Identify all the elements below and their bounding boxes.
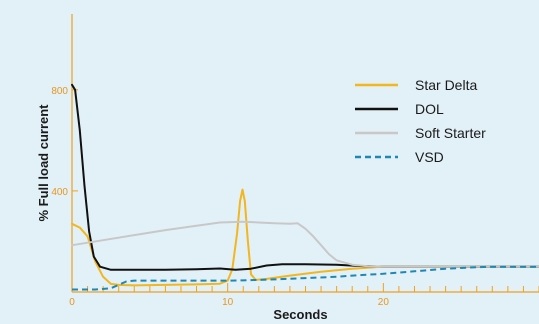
y-axis-title: % Full load current [36, 104, 51, 222]
legend-label: DOL [415, 101, 444, 117]
legend-label: Star Delta [415, 77, 477, 93]
x-axis-title: Seconds [273, 307, 327, 322]
x-tick-label: 0 [69, 297, 75, 308]
y-tick-label: 800 [51, 86, 68, 97]
series-line-star-delta [71, 188, 539, 287]
series-line-dol [71, 83, 539, 271]
legend-label: Soft Starter [415, 125, 486, 141]
x-tick-label: 10 [222, 297, 234, 308]
series-line-soft-starter [71, 220, 539, 268]
x-tick-label: 20 [378, 297, 390, 308]
chart-series-group [71, 83, 539, 291]
y-tick-label: 400 [51, 187, 68, 198]
chart-legend: Star Delta DOL Soft Starter VSD [355, 77, 486, 165]
series-line-vsd [72, 265, 539, 291]
legend-label: VSD [415, 149, 444, 165]
